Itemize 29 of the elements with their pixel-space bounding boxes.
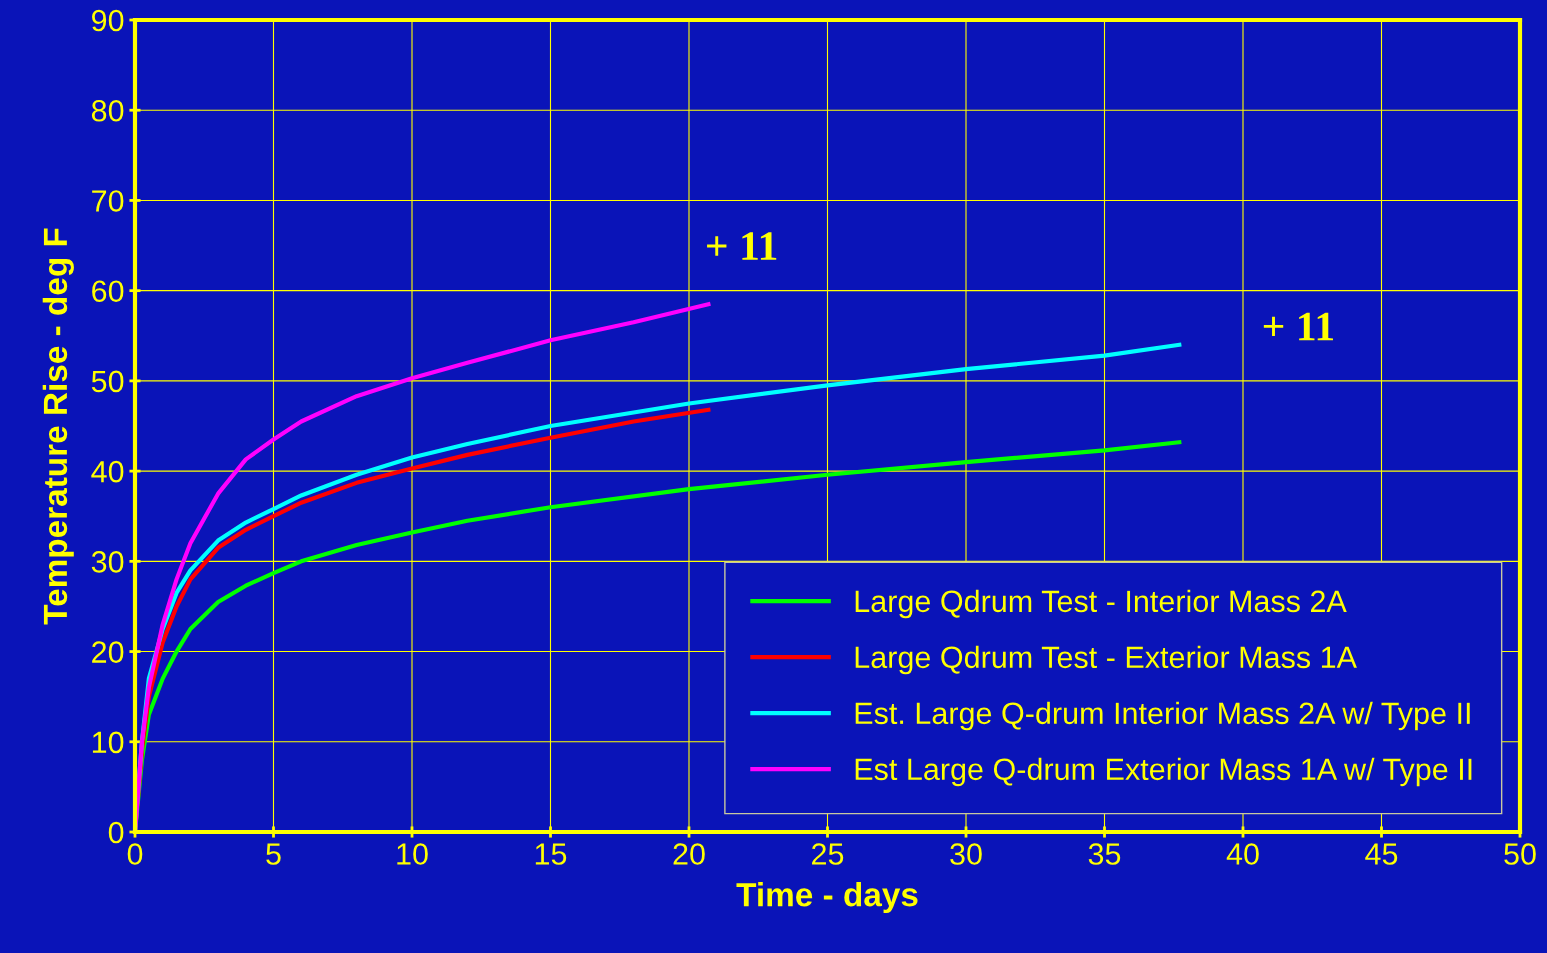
x-tick-label: 20	[673, 843, 705, 865]
x-tick-label: 45	[1365, 843, 1398, 865]
y-tick-label: 50	[91, 370, 124, 393]
x-tick-label: 30	[950, 843, 982, 865]
x-tick-label: 5	[266, 843, 281, 865]
y-axis-title: Temperature Rise - deg F	[42, 228, 74, 625]
x-tick-label: 15	[535, 843, 567, 865]
x-tick-label: 40	[1226, 843, 1259, 865]
y-tick-label: 0	[108, 821, 124, 844]
x-tick-label: 25	[812, 843, 844, 865]
y-tick-label: 30	[91, 551, 124, 573]
legend-label: Est Large Q-drum Exterior Mass 1A w/ Type II	[855, 757, 1472, 787]
y-tick-label: 10	[92, 731, 124, 754]
legend-label: Est. Large Q-drum Interior Mass 2A w/ Type II	[855, 701, 1470, 731]
x-tick-label: 50	[1504, 843, 1536, 865]
y-tick-label: 20	[92, 641, 124, 663]
x-tick-label: 0	[127, 843, 143, 865]
annotation: + 11	[707, 232, 777, 260]
legend-label: Large Qdrum Test - Interior Mass 2A	[855, 589, 1347, 619]
x-tick-label: 10	[397, 843, 428, 865]
y-tick-label: 40	[91, 460, 124, 483]
y-tick-label: 70	[92, 190, 124, 212]
y-tick-label: 90	[92, 9, 124, 32]
annotation: + 11	[1263, 312, 1334, 341]
y-tick-label: 60	[92, 280, 124, 303]
x-axis-title: Time - days	[736, 882, 918, 914]
x-tick-label: 35	[1088, 843, 1121, 865]
legend-label: Large Qdrum Test - Exterior Mass 1A	[855, 645, 1357, 675]
y-tick-label: 80	[91, 99, 124, 122]
